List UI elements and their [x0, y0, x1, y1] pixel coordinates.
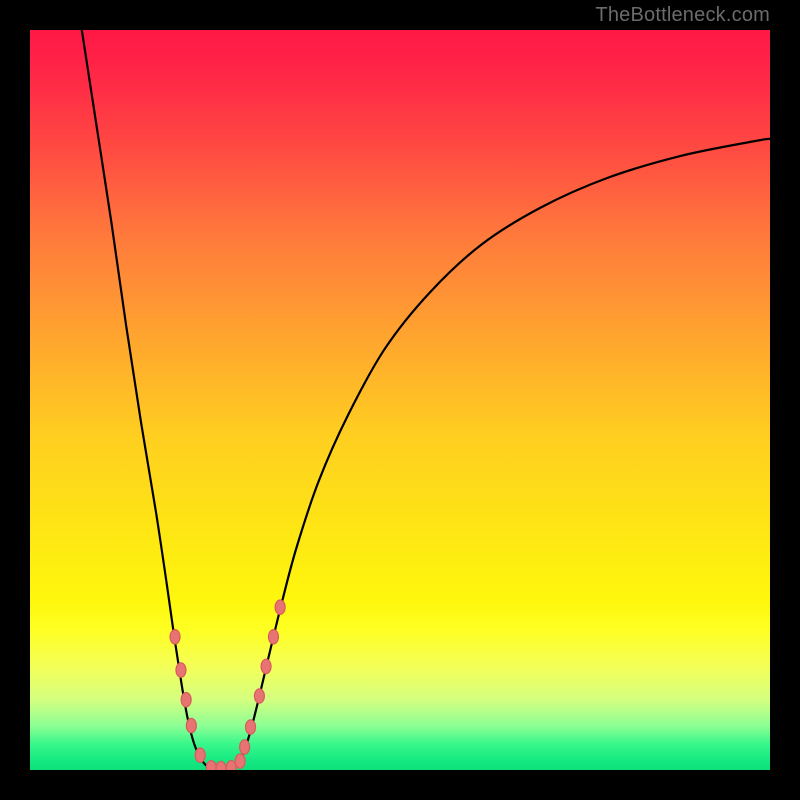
curve-marker — [195, 748, 205, 762]
curve-marker — [170, 630, 180, 644]
chart-frame: TheBottleneck.com — [0, 0, 800, 800]
curve-marker — [216, 761, 226, 770]
curve-marker — [268, 630, 278, 644]
curve-marker — [235, 754, 245, 768]
plot-area — [30, 30, 770, 770]
curve-marker — [181, 693, 191, 707]
curve-marker — [254, 689, 264, 703]
curve-marker — [275, 600, 285, 614]
curve-marker — [206, 761, 216, 770]
curve-marker — [186, 718, 196, 732]
curve-marker — [240, 740, 250, 754]
curve-marker — [176, 663, 186, 677]
watermark-text: TheBottleneck.com — [595, 4, 770, 27]
curve-marker — [261, 659, 271, 673]
bottleneck-curve — [30, 30, 770, 770]
curve-marker — [246, 720, 256, 734]
